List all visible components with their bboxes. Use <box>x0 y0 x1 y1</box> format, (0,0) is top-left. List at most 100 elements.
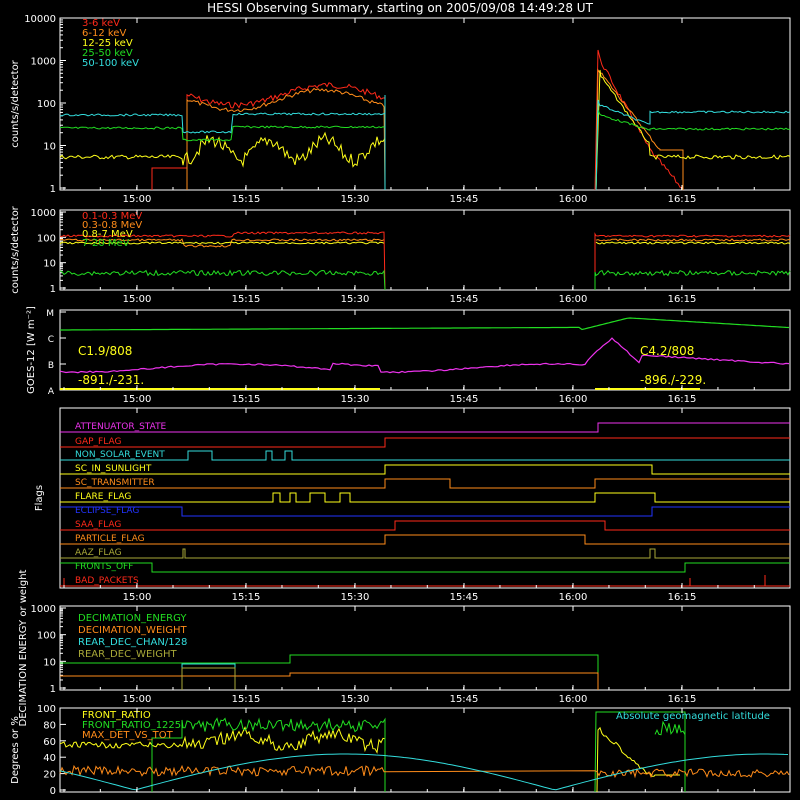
legend-entry: 3-6 keV <box>82 18 120 29</box>
goes-short-channel <box>59 337 790 374</box>
flag-trace-gap-flag <box>60 437 790 448</box>
y-tick-label: C <box>48 335 54 345</box>
series-6-12kev <box>186 87 386 191</box>
series-25-50kev-b <box>595 109 791 191</box>
ratio-ylabel: Degrees or % <box>10 716 21 784</box>
x-tick-label: 16:15 <box>668 694 697 705</box>
ratio-panel: Degrees or % 0 20 40 60 80 100 FRONT_RATIOFRO… <box>10 704 791 797</box>
y-tick-label: 1 <box>50 684 56 695</box>
high-energy-panel: counts/s/detector 1 10 100 1000 0.1-0.3 MeV… <box>10 205 791 295</box>
y-tick-label: 10 <box>43 657 56 668</box>
y-tick-label: 1000 <box>31 208 56 219</box>
legend-entry: DECIMATION_WEIGHT <box>78 625 187 636</box>
lightcurve-panel: counts/s/detector 1 10 100 1000 10000 3-6 ke… <box>10 14 791 195</box>
x-tick-label: 15:30 <box>341 694 370 705</box>
series-0.1-0.3mev <box>59 231 386 291</box>
flag-trace-eclipse-flag <box>60 506 790 517</box>
y-tick-label: 10 <box>43 259 56 270</box>
y-tick-label: 0 <box>50 786 56 797</box>
x-tick-label: 15:15 <box>232 694 261 705</box>
lightcurve-yticks: 1 10 100 1000 10000 <box>24 14 66 195</box>
series-rear-dec-weight <box>181 667 236 690</box>
legend-entry: 0.1-0.3 MeV <box>82 211 142 222</box>
y-tick-label: B <box>48 361 54 371</box>
series-0.3-0.8mev <box>59 238 385 248</box>
legend-entry: MAX_DET_VS_TOT <box>82 730 174 741</box>
series-front-ratio <box>59 726 386 792</box>
flag-label: ECLIPSE_FLAG <box>75 506 139 516</box>
legend-entry: 7-20 MeV <box>82 238 130 249</box>
flag-label: SC_TRANSMITTER <box>75 478 155 488</box>
flag-trace-sc-transmitter <box>60 478 790 489</box>
series-front-ratio-b <box>596 726 680 793</box>
series-7-20mev-b <box>594 269 791 290</box>
x-tick-label: 16:00 <box>559 294 588 305</box>
flag-trace-fronts-off <box>60 562 790 573</box>
series-decimation-weight <box>60 672 599 690</box>
series-12-25kev-b <box>595 69 791 191</box>
y-tick-label: 1 <box>50 284 56 295</box>
ratio-legend: FRONT_RATIOFRONT_RATIO_1225MAX_DET_VS_TO… <box>82 710 181 741</box>
flags-panel: Flags ATTENUATOR_STATE GAP_FLAG NON_SOLAR_… <box>34 407 791 589</box>
y-tick-label: 80 <box>43 720 56 731</box>
flag-label: AAZ_FLAG <box>75 548 122 558</box>
legend-entry: 50-100 keV <box>82 58 139 69</box>
x-tick-label: 16:00 <box>559 394 588 405</box>
y-tick-label: 100 <box>37 233 56 244</box>
series-decimation-energy <box>60 654 599 690</box>
flag-label: BAD_PACKETS <box>75 576 139 586</box>
x-tick-label: 15:45 <box>450 694 479 705</box>
y-tick-label: M <box>46 309 54 319</box>
flag-label: ATTENUATOR_STATE <box>75 422 167 432</box>
series-7-20mev <box>59 269 386 291</box>
flag-trace-particle-flag <box>60 534 790 545</box>
decimation-yticks: 1 10 100 1000 <box>31 604 66 695</box>
series-12-25kev <box>59 131 386 190</box>
goes-coords-right: -896./-229. <box>640 373 706 387</box>
x-tick-label: 15:00 <box>123 194 152 205</box>
y-tick-label: 1000 <box>31 604 56 615</box>
flag-label: SC_IN_SUNLIGHT <box>75 464 152 474</box>
flags-ylabel: Flags <box>34 485 45 511</box>
legend-entry: 12-25 keV <box>82 38 133 49</box>
high-energy-series <box>59 231 791 291</box>
x-tick-label: 15:15 <box>232 194 261 205</box>
flag-trace-non-solar-event <box>60 450 790 461</box>
series-0.3-0.8mev-b <box>595 238 791 242</box>
legend-entry: 6-12 keV <box>82 28 126 39</box>
geomag-latitude-label: Absolute geomagnetic latitude <box>616 711 770 722</box>
x-tick-label: 15:45 <box>450 592 479 603</box>
series-50-100kev <box>59 95 386 190</box>
y-tick-label: 10000 <box>24 14 56 25</box>
x-tick-label: 16:15 <box>668 394 697 405</box>
high-energy-ylabel: counts/s/detector <box>10 205 21 293</box>
series-50-100kev-b <box>595 99 791 191</box>
x-tick-label: 16:00 <box>559 592 588 603</box>
flag-label: PARTICLE_FLAG <box>75 534 145 544</box>
y-tick-label: A <box>48 387 55 397</box>
goes-long-channel <box>60 317 790 331</box>
y-tick-label: 1000 <box>31 57 56 68</box>
y-tick-label: 20 <box>43 770 56 781</box>
series-max-det-vs-tot <box>59 764 790 779</box>
y-tick-label: 1 <box>50 184 56 195</box>
goes-coords-left: -891./-231. <box>78 373 144 387</box>
series-0.1-0.3mev-b <box>594 232 791 290</box>
series-front-ratio-1225-b <box>594 711 686 793</box>
flag-label: NON_SOLAR_EVENT <box>75 450 165 460</box>
time-axes: 15:00 15:15 15:30 15:45 16:00 16:15 15:00 15:15… <box>63 18 755 792</box>
y-tick-label: 60 <box>43 737 56 748</box>
series-0.8-7mev <box>59 241 385 245</box>
high-energy-yticks: 1 10 100 1000 <box>31 208 66 295</box>
goes-ylabel: GOES-12 [W m⁻²] <box>26 306 37 394</box>
y-tick-label: 10 <box>43 142 56 153</box>
x-tick-label: 15:45 <box>450 194 479 205</box>
x-tick-label: 15:45 <box>450 394 479 405</box>
high-energy-frame <box>59 209 791 291</box>
ratio-yticks: 0 20 40 60 80 100 <box>37 704 66 797</box>
goes-panel: GOES-12 [W m⁻²] A B C M C1.9/808 -891./-231… <box>26 306 791 397</box>
goes-class-left: C1.9/808 <box>78 344 132 358</box>
x-tick-label: 15:30 <box>341 294 370 305</box>
